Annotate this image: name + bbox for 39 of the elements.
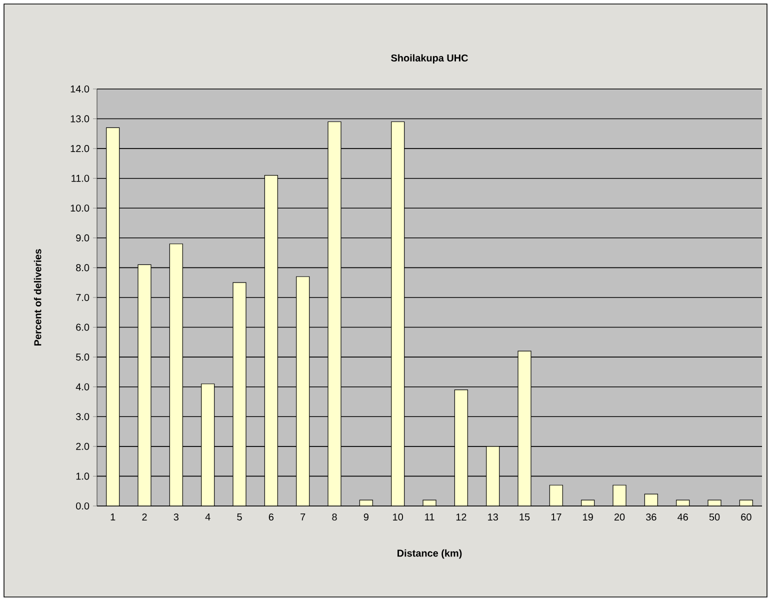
y-tick-label: 6.0 [76,324,90,331]
x-tick-label: 1 [110,514,116,520]
x-tick-label: 19 [583,514,593,521]
y-tick-label: 8.0 [76,264,90,272]
x-tick-label: 3 [174,514,179,521]
y-tick-label: 10.0 [70,204,90,212]
x-tick-label: 7 [300,514,306,520]
x-tick-label: 13 [488,514,498,521]
y-tick-label: 2.0 [76,442,90,450]
x-tick-label: 5 [237,514,242,520]
x-tick-label: 60 [741,514,752,521]
x-tick-label: 8 [332,514,337,521]
x-axis-title: Distance (km) [398,549,462,559]
x-tick-label: 50 [709,514,720,521]
y-tick-label: 1.0 [76,472,90,480]
y-axis-title: Percent of deliveries [34,249,42,346]
y-tick-label: 5.0 [76,354,90,361]
x-tick-label: 12 [456,514,466,520]
x-tick-label: 2 [142,514,147,520]
x-tick-label: 17 [551,514,562,520]
y-tick-label: 3.0 [76,413,90,420]
y-tick-label: 4.0 [76,383,90,390]
y-tick-label: 11.0 [72,174,90,182]
chart-title: Shoilakupa UHC [391,54,468,64]
y-tick-label: 0.0 [76,502,90,510]
x-tick-label: 46 [678,514,688,521]
x-tick-label: 15 [520,514,530,520]
y-tick-label: 7.0 [76,294,90,302]
y-tick-label: 12.0 [70,145,90,152]
x-tick-label: 20 [614,514,625,521]
x-tick-label: 9 [364,514,368,521]
x-tick-label: 6 [268,514,274,521]
x-tick-label: 11 [425,514,434,520]
x-tick-label: 36 [646,514,656,521]
y-tick-label: 14.0 [70,85,90,93]
x-tick-label: 4 [205,514,210,520]
x-tick-label: 10 [393,514,403,521]
y-tick-label: 13.0 [70,115,90,122]
y-tick-label: 9.0 [76,234,90,242]
